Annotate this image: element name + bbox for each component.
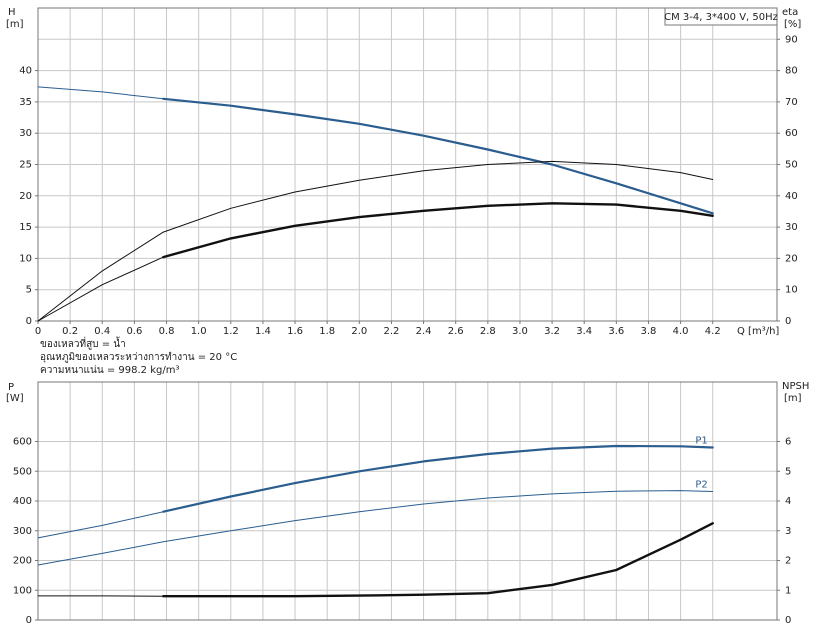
- curve: [162, 444, 714, 513]
- y2-tick-label: 20: [785, 253, 798, 264]
- x-tick-label: 1.0: [191, 326, 207, 337]
- y-tick-label: 20: [19, 191, 32, 202]
- curve: [37, 511, 164, 539]
- y2-tick-label: 0: [785, 316, 791, 327]
- y2-tick-label: 60: [785, 128, 798, 139]
- series-label: P2: [695, 479, 707, 490]
- y-axis-unit: [W]: [6, 393, 24, 404]
- x-tick-label: 3.8: [641, 326, 657, 337]
- y-tick-label: 300: [13, 526, 32, 537]
- x-tick-label: 4.0: [673, 326, 689, 337]
- y-tick-label: 30: [19, 128, 32, 139]
- x-tick-label: 2.0: [351, 326, 367, 337]
- x-tick-label: 2.8: [480, 326, 496, 337]
- y-tick-label: 600: [13, 437, 32, 448]
- y-tick-label: 0: [26, 316, 32, 327]
- y-tick-label: 25: [19, 160, 32, 171]
- y-axis-unit: [m]: [6, 19, 24, 30]
- curve: [162, 97, 714, 215]
- y2-tick-label: 1: [785, 585, 791, 596]
- x-tick-label: 2.6: [448, 326, 464, 337]
- curve: [37, 256, 164, 322]
- curve: [37, 86, 164, 100]
- x-tick-label: 1.2: [223, 326, 239, 337]
- x-axis-label: Q [m³/h]: [737, 326, 779, 337]
- y2-tick-label: 3: [785, 526, 791, 537]
- y2-tick-label: 30: [785, 222, 798, 233]
- y-tick-label: 40: [19, 66, 32, 77]
- y2-tick-label: 6: [785, 437, 791, 448]
- y2-tick-label: 4: [785, 496, 791, 507]
- y-tick-label: 500: [13, 466, 32, 477]
- y2-axis-label: eta: [782, 7, 798, 18]
- x-tick-label: 2.4: [416, 326, 432, 337]
- y-tick-label: 10: [19, 253, 32, 264]
- x-tick-label: 1.8: [319, 326, 335, 337]
- x-tick-label: 1.4: [255, 326, 271, 337]
- y2-axis-label: NPSH: [782, 381, 809, 392]
- y2-tick-label: 2: [785, 556, 791, 567]
- x-tick-label: 3.2: [544, 326, 560, 337]
- x-tick-label: 3.6: [608, 326, 624, 337]
- annotation: ความหนาแน่น = 998.2 kg/m³: [40, 365, 179, 376]
- y2-axis-unit: [m]: [784, 393, 802, 404]
- y2-tick-label: 80: [785, 66, 798, 77]
- x-tick-label: 3.0: [512, 326, 528, 337]
- x-tick-label: 3.4: [576, 326, 592, 337]
- y2-tick-label: 40: [785, 191, 798, 202]
- y2-tick-label: 70: [785, 97, 798, 108]
- label-box: [664, 7, 778, 26]
- y2-tick-label: 10: [785, 285, 798, 296]
- x-tick-label: 0: [35, 326, 41, 337]
- y-axis-label: P: [8, 382, 14, 393]
- annotation: ของเหลวที่สูบ = น้ำ: [40, 336, 126, 350]
- y-tick-label: 35: [19, 97, 32, 108]
- y-axis-label: H: [8, 7, 16, 18]
- curve: [162, 202, 714, 259]
- x-tick-label: 4.2: [705, 326, 721, 337]
- y-tick-label: 100: [13, 585, 32, 596]
- y2-tick-label: 5: [785, 466, 791, 477]
- annotation: อุณหภูมิของเหลวระหว่างการทำงาน = 20 °C: [40, 352, 237, 363]
- curve: [37, 160, 714, 322]
- curve: [162, 522, 714, 598]
- x-tick-label: 2.2: [383, 326, 399, 337]
- x-tick-label: 0.4: [94, 326, 110, 337]
- x-tick-label: 0.8: [159, 326, 175, 337]
- x-tick-label: 0.2: [62, 326, 78, 337]
- y2-tick-label: 0: [785, 615, 791, 626]
- y-tick-label: 200: [13, 556, 32, 567]
- y2-tick-label: 50: [785, 160, 798, 171]
- y2-tick-label: 90: [785, 34, 798, 45]
- label-box-text: CM 3-4, 3*400 V, 50Hz: [664, 12, 778, 23]
- y-tick-label: 5: [26, 285, 32, 296]
- y-tick-label: 0: [26, 615, 32, 626]
- curve: [37, 490, 714, 566]
- y-tick-label: 15: [19, 222, 32, 233]
- y-tick-label: 400: [13, 496, 32, 507]
- x-tick-label: 0.6: [126, 326, 142, 337]
- x-tick-label: 1.6: [287, 326, 303, 337]
- series-label: P1: [695, 435, 707, 446]
- y2-axis-unit: [%]: [784, 19, 801, 30]
